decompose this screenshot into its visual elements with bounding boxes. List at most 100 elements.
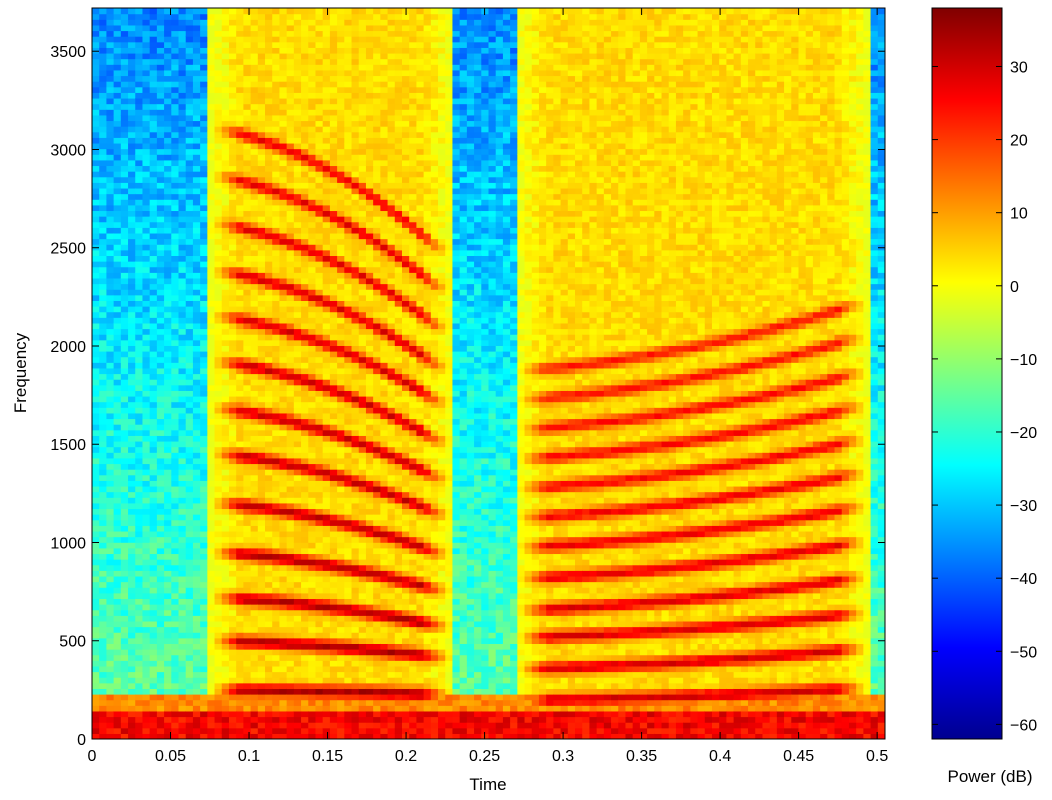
- spectrogram-plot-area: [91, 7, 886, 740]
- heatmap-cell: [185, 379, 194, 386]
- heatmap-cell: [185, 58, 194, 65]
- heatmap-cell: [221, 637, 230, 644]
- heatmap-cell: [315, 677, 324, 684]
- heatmap-cell: [293, 677, 302, 684]
- heatmap-cell: [236, 294, 244, 301]
- heatmap-cell: [214, 491, 223, 498]
- heatmap-cell: [308, 553, 317, 560]
- heatmap-cell: [344, 306, 353, 313]
- heatmap-cell: [135, 154, 144, 161]
- heatmap-cell: [322, 722, 331, 729]
- heatmap-cell: [322, 75, 331, 82]
- heatmap-cell: [337, 64, 345, 71]
- heatmap-cell: [120, 570, 129, 577]
- heatmap-cell: [236, 463, 244, 470]
- heatmap-cell: [308, 176, 317, 183]
- heatmap-cell: [228, 148, 237, 155]
- heatmap-cell: [200, 126, 208, 133]
- heatmap-cell: [192, 699, 201, 706]
- heatmap-cell: [192, 474, 201, 481]
- heatmap-cell: [337, 660, 345, 667]
- heatmap-cell: [171, 120, 180, 127]
- heatmap-cell: [164, 491, 172, 498]
- heatmap-cell: [301, 187, 309, 195]
- heatmap-cell: [329, 176, 338, 183]
- heatmap-cell: [301, 677, 309, 684]
- heatmap-cell: [279, 114, 288, 122]
- heatmap-cell: [279, 446, 288, 453]
- heatmap-cell: [286, 626, 295, 633]
- heatmap-cell: [200, 334, 208, 341]
- heatmap-cell: [279, 407, 288, 414]
- heatmap-cell: [265, 92, 273, 99]
- heatmap-cell: [286, 592, 295, 600]
- heatmap-cell: [250, 519, 259, 526]
- heatmap-cell: [178, 536, 187, 543]
- heatmap-cell: [308, 120, 317, 127]
- heatmap-cell: [178, 232, 187, 240]
- heatmap-cell: [185, 103, 194, 110]
- heatmap-cell: [128, 497, 136, 504]
- heatmap-cell: [135, 126, 144, 133]
- heatmap-cell: [279, 58, 288, 65]
- heatmap-cell: [128, 373, 136, 380]
- heatmap-cell: [120, 306, 129, 313]
- heatmap-cell: [185, 154, 194, 161]
- heatmap-cell: [358, 401, 367, 408]
- heatmap-cell: [149, 103, 158, 110]
- heatmap-cell: [149, 216, 158, 223]
- heatmap-cell: [286, 485, 295, 493]
- heatmap-cell: [106, 710, 115, 718]
- heatmap-cell: [120, 699, 129, 706]
- heatmap-cell: [257, 379, 266, 386]
- heatmap-cell: [228, 699, 237, 706]
- heatmap-cell: [156, 587, 165, 594]
- heatmap-cell: [286, 120, 295, 127]
- heatmap-cell: [358, 193, 367, 200]
- heatmap-cell: [149, 345, 158, 352]
- heatmap-cell: [279, 199, 288, 206]
- heatmap-cell: [308, 277, 317, 285]
- heatmap-cell: [92, 491, 100, 498]
- heatmap-cell: [207, 86, 216, 93]
- heatmap-cell: [257, 289, 266, 296]
- heatmap-cell: [92, 705, 100, 712]
- heatmap-cell: [279, 294, 288, 301]
- heatmap-cell: [265, 75, 273, 82]
- heatmap-cell: [128, 564, 136, 571]
- heatmap-cell: [185, 171, 194, 178]
- heatmap-cell: [185, 351, 194, 358]
- heatmap-cell: [301, 587, 309, 594]
- heatmap-cell: [293, 351, 302, 358]
- heatmap-cell: [135, 47, 144, 54]
- heatmap-cell: [337, 317, 345, 324]
- heatmap-cell: [257, 395, 266, 403]
- heatmap-cell: [250, 429, 259, 436]
- heatmap-cell: [329, 142, 338, 150]
- heatmap-cell: [257, 187, 266, 195]
- heatmap-cell: [207, 699, 216, 706]
- heatmap-cell: [279, 317, 288, 324]
- heatmap-cell: [171, 339, 180, 346]
- heatmap-cell: [257, 277, 266, 285]
- heatmap-cell: [192, 362, 201, 369]
- heatmap-cell: [164, 322, 172, 330]
- heatmap-cell: [301, 446, 309, 453]
- heatmap-cell: [286, 671, 295, 678]
- heatmap-cell: [301, 705, 309, 712]
- heatmap-cell: [142, 412, 151, 420]
- heatmap-cell: [337, 81, 345, 88]
- heatmap-cell: [351, 193, 360, 200]
- heatmap-cell: [99, 311, 108, 318]
- heatmap-cell: [293, 109, 302, 116]
- heatmap-cell: [351, 716, 360, 723]
- heatmap-cell: [329, 249, 338, 257]
- heatmap-cell: [265, 705, 273, 712]
- heatmap-cell: [99, 109, 108, 116]
- heatmap-cell: [185, 440, 194, 448]
- heatmap-cell: [228, 266, 237, 273]
- heatmap-cell: [128, 126, 136, 133]
- heatmap-cell: [358, 705, 367, 712]
- heatmap-cell: [250, 699, 259, 706]
- heatmap-cell: [113, 609, 122, 616]
